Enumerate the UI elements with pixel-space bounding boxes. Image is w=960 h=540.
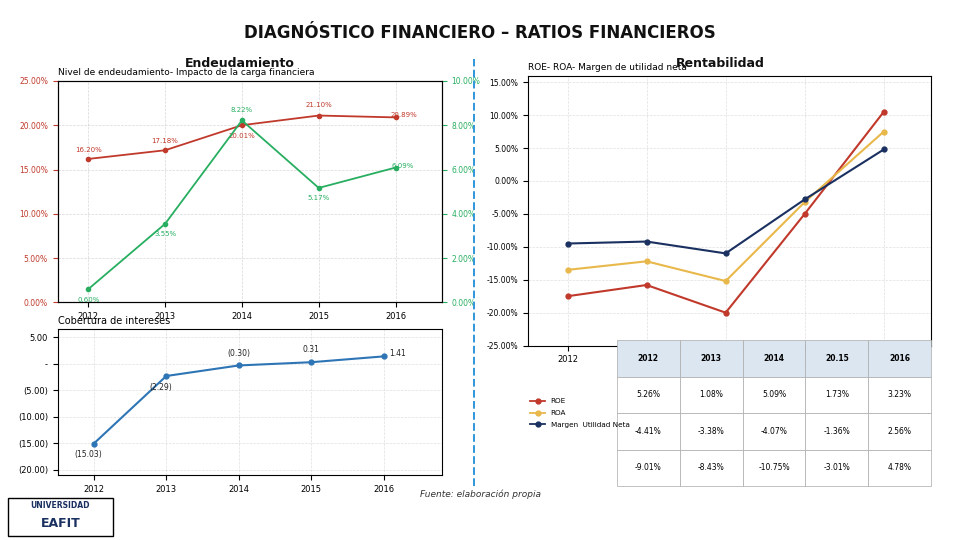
Text: Nivel de endeudamiento- Impacto de la carga financiera: Nivel de endeudamiento- Impacto de la ca… <box>58 69 314 77</box>
Legend: Nivel de Endeudamiento, Impacto de la carga Financiera: Nivel de Endeudamiento, Impacto de la ca… <box>111 328 388 343</box>
Legend: ROE, ROA, Margen  Utilidad Neta: ROE, ROA, Margen Utilidad Neta <box>528 395 633 431</box>
Text: 16.20%: 16.20% <box>75 147 102 153</box>
Text: (2.29): (2.29) <box>150 383 172 392</box>
Text: 0.60%: 0.60% <box>77 296 100 302</box>
Text: 0.31: 0.31 <box>302 346 320 354</box>
Text: (15.03): (15.03) <box>74 450 102 460</box>
Text: 3.55%: 3.55% <box>154 231 177 237</box>
Text: EAFIT: EAFIT <box>40 517 81 530</box>
Text: Endeudamiento: Endeudamiento <box>185 57 295 70</box>
Text: Inspira Crea Transforma: Inspira Crea Transforma <box>645 510 852 524</box>
Text: UNIVERSIDAD: UNIVERSIDAD <box>31 501 90 510</box>
Text: 17.18%: 17.18% <box>152 138 179 144</box>
Text: Fuente: elaboración propia: Fuente: elaboración propia <box>420 489 540 499</box>
Text: 21.10%: 21.10% <box>305 102 332 108</box>
FancyBboxPatch shape <box>8 498 113 536</box>
Text: DIAGNÓSTICO FINANCIERO – RATIOS FINANCIEROS: DIAGNÓSTICO FINANCIERO – RATIOS FINANCIE… <box>244 24 716 42</box>
Text: ROE- ROA- Margen de utilidad neta: ROE- ROA- Margen de utilidad neta <box>528 63 686 72</box>
Text: 20.01%: 20.01% <box>228 133 255 139</box>
Text: 1.41: 1.41 <box>389 349 406 359</box>
Text: Cobertura de intereses: Cobertura de intereses <box>58 316 170 326</box>
Text: 20.89%: 20.89% <box>391 112 418 118</box>
Text: 6.09%: 6.09% <box>392 163 414 168</box>
Text: 5.17%: 5.17% <box>307 195 330 201</box>
Text: Rentabilidad: Rentabilidad <box>676 57 764 70</box>
Text: 8.22%: 8.22% <box>230 107 253 113</box>
Text: (0.30): (0.30) <box>228 349 251 357</box>
